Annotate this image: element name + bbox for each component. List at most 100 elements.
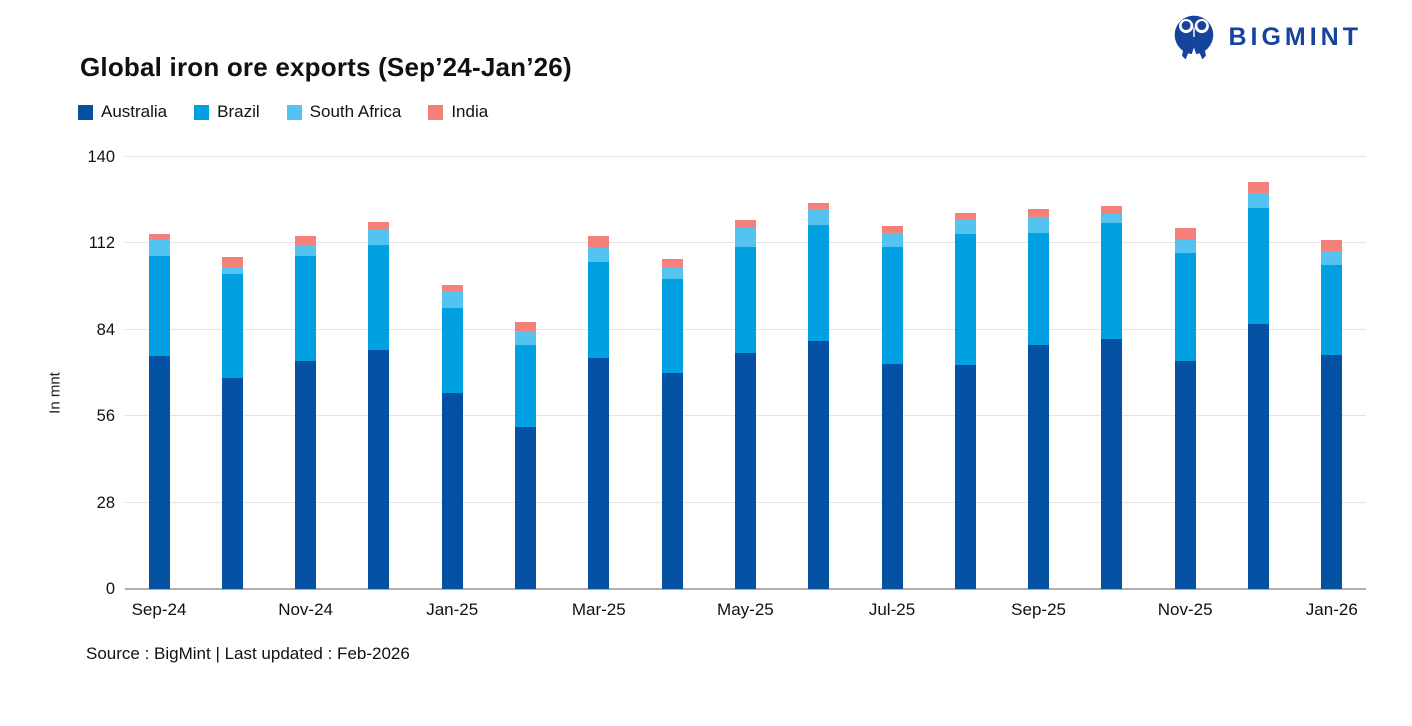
x-tick-label: Nov-25 bbox=[1157, 600, 1213, 619]
bar-segment-brazil-nov-25 bbox=[1174, 252, 1196, 361]
y-tick-label: 112 bbox=[88, 234, 115, 253]
plot-area bbox=[125, 156, 1366, 590]
bar-segment-brazil-may-25 bbox=[734, 246, 756, 353]
bar-segment-australia-sep-24 bbox=[148, 356, 170, 589]
bar-segment-brazil-dec-24 bbox=[368, 244, 390, 350]
bar-segment-australia-nov-24 bbox=[295, 360, 317, 589]
legend-swatch-icon bbox=[194, 104, 210, 120]
bar-segment-australia-aug-25 bbox=[954, 365, 976, 589]
bar-segment-brazil-apr-25 bbox=[661, 278, 683, 373]
bar-segment-india-aug-25 bbox=[954, 212, 976, 219]
bar-segment-india-jan-25 bbox=[441, 285, 463, 292]
legend-swatch-icon bbox=[428, 104, 444, 120]
bar-segment-australia-jan-25 bbox=[441, 393, 463, 589]
source-note: Source : BigMint | Last updated : Feb-20… bbox=[86, 644, 410, 663]
x-tick-label: Sep-24 bbox=[131, 600, 187, 619]
y-tick-label: 28 bbox=[96, 493, 115, 512]
x-axis-line bbox=[125, 588, 1366, 590]
bar-segment-south-africa-jan-25 bbox=[441, 291, 463, 309]
bar-segment-south-africa-dec-24 bbox=[368, 229, 390, 245]
bar-segment-south-africa-nov-24 bbox=[295, 244, 317, 256]
bar-segment-south-africa-jul-25 bbox=[881, 232, 903, 247]
legend-item-india: India bbox=[428, 102, 488, 122]
bar-segment-australia-jan-26 bbox=[1321, 354, 1343, 589]
legend-label: Australia bbox=[101, 102, 168, 121]
bar-segment-brazil-sep-25 bbox=[1028, 232, 1050, 346]
bar-segment-brazil-oct-24 bbox=[221, 274, 243, 378]
bar-segment-india-jun-25 bbox=[808, 203, 830, 210]
bar-segment-brazil-jan-25 bbox=[441, 308, 463, 394]
y-tick-label: 140 bbox=[87, 148, 115, 166]
bar-segment-south-africa-dec-25 bbox=[1248, 192, 1269, 208]
bar-segment-brazil-oct-25 bbox=[1101, 223, 1123, 340]
bigmint-logo: BIGMINT bbox=[1171, 14, 1362, 60]
bar-segment-brazil-jun-25 bbox=[808, 224, 830, 341]
bar-segment-south-africa-nov-25 bbox=[1174, 238, 1196, 253]
bar-segment-india-nov-24 bbox=[295, 235, 317, 245]
legend-swatch-icon bbox=[286, 104, 302, 120]
bar-segment-south-africa-jun-25 bbox=[808, 209, 830, 225]
bar-segment-india-jul-25 bbox=[881, 226, 903, 233]
bar-segment-brazil-jan-26 bbox=[1321, 265, 1343, 355]
legend-label: South Africa bbox=[309, 102, 402, 121]
bar-segment-india-nov-25 bbox=[1174, 227, 1196, 239]
bar-segment-australia-oct-25 bbox=[1101, 339, 1123, 589]
bar-segment-australia-feb-25 bbox=[515, 427, 536, 589]
bar-segment-india-feb-25 bbox=[515, 322, 536, 332]
bar-segment-brazil-dec-25 bbox=[1248, 207, 1269, 324]
bar-segment-india-dec-24 bbox=[368, 221, 390, 230]
bar-segment-australia-nov-25 bbox=[1174, 360, 1196, 589]
x-tick-label: Jul-25 bbox=[868, 600, 916, 619]
bar-segment-brazil-aug-25 bbox=[954, 234, 976, 366]
bar-segment-australia-may-25 bbox=[734, 352, 756, 589]
bar-segment-south-africa-may-25 bbox=[734, 228, 756, 247]
y-axis: 0 28 56 84 112 140 bbox=[60, 148, 115, 598]
bar-segment-india-may-25 bbox=[734, 220, 756, 228]
bar-segment-south-africa-oct-24 bbox=[221, 266, 243, 275]
legend: Australia Brazil South Africa India bbox=[78, 102, 488, 122]
bar-segment-south-africa-feb-25 bbox=[515, 331, 536, 346]
legend-item-australia: Australia bbox=[78, 102, 167, 122]
bar-segment-south-africa-aug-25 bbox=[954, 218, 976, 235]
bar-segment-south-africa-jan-26 bbox=[1321, 251, 1343, 265]
x-tick-label: Jan-26 bbox=[1305, 600, 1358, 619]
bar-segment-brazil-sep-24 bbox=[148, 255, 170, 357]
bar-segment-india-oct-24 bbox=[221, 257, 243, 267]
x-tick-label: May-25 bbox=[717, 600, 774, 619]
legend-swatch-icon bbox=[78, 104, 93, 120]
bar-segment-india-apr-25 bbox=[661, 258, 683, 267]
bar-segment-australia-sep-25 bbox=[1028, 345, 1050, 589]
bar-segment-brazil-nov-24 bbox=[295, 255, 317, 361]
x-axis: Sep-24 Nov-24 Jan-25 Mar-25 May-25 Jul-25 Sep-… bbox=[125, 600, 1366, 624]
x-tick-label: Nov-24 bbox=[278, 600, 333, 619]
page-title: Global iron ore exports (Sep’24-Jan’26) bbox=[80, 52, 572, 82]
bigmint-logo-icon bbox=[1171, 14, 1219, 60]
bar-segment-south-africa-mar-25 bbox=[588, 246, 610, 262]
bar-segment-australia-apr-25 bbox=[661, 373, 683, 589]
bar-segment-south-africa-sep-25 bbox=[1028, 217, 1050, 233]
bar-segment-brazil-mar-25 bbox=[588, 261, 610, 358]
gridline bbox=[125, 156, 1366, 157]
x-tick-label: Jan-25 bbox=[426, 600, 479, 619]
bar-segment-australia-jul-25 bbox=[881, 363, 903, 589]
bar-segment-india-jan-26 bbox=[1321, 240, 1343, 252]
legend-item-brazil: Brazil bbox=[194, 102, 260, 122]
bar-segment-australia-dec-25 bbox=[1248, 323, 1269, 589]
bar-segment-south-africa-oct-25 bbox=[1101, 214, 1123, 224]
legend-label: India bbox=[451, 102, 489, 121]
bar-segment-india-sep-25 bbox=[1028, 209, 1050, 218]
bar-segment-brazil-jul-25 bbox=[881, 246, 903, 364]
bar-segment-brazil-feb-25 bbox=[515, 345, 536, 427]
bar-segment-india-sep-24 bbox=[148, 234, 170, 241]
y-tick-label: 56 bbox=[96, 407, 115, 426]
legend-item-south-africa: South Africa bbox=[286, 102, 402, 122]
bigmint-logo-wordmark: BIGMINT bbox=[1228, 22, 1362, 51]
x-tick-label: Mar-25 bbox=[571, 600, 626, 619]
bar-segment-australia-mar-25 bbox=[588, 357, 610, 589]
bar-segment-australia-jun-25 bbox=[808, 340, 830, 589]
bar-segment-india-mar-25 bbox=[588, 235, 610, 247]
bar-segment-south-africa-sep-24 bbox=[148, 240, 170, 256]
x-tick-label: Sep-25 bbox=[1011, 600, 1066, 619]
bar-segment-india-oct-25 bbox=[1101, 206, 1123, 215]
